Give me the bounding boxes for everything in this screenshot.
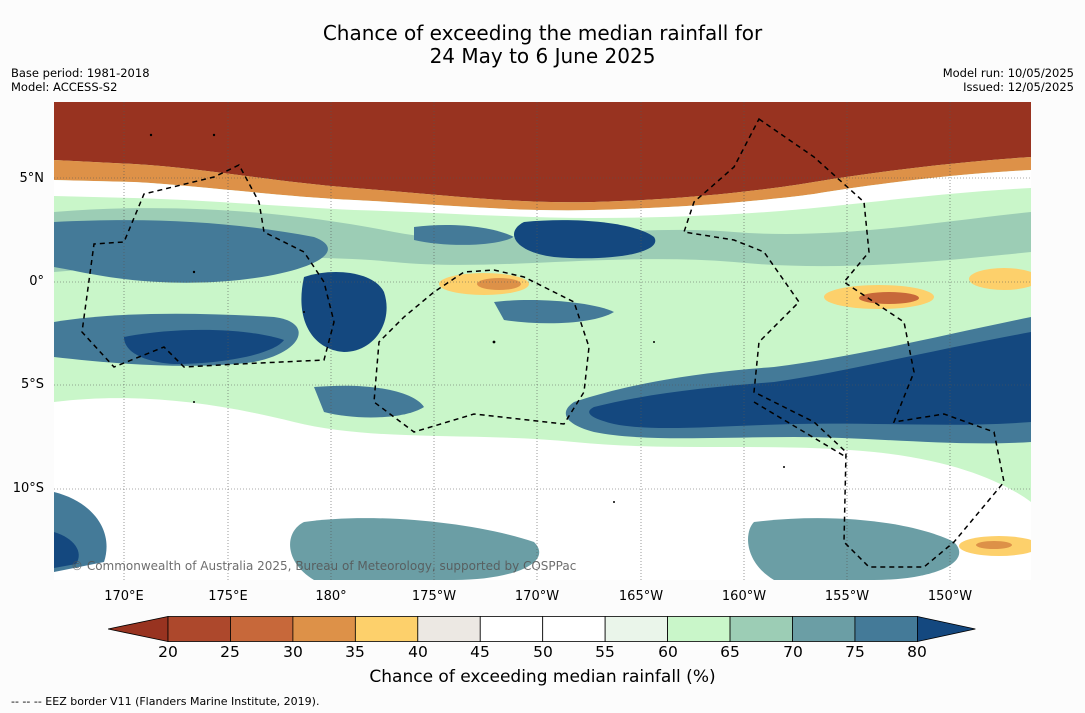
colorbar-tick: 75	[845, 643, 865, 661]
lon-label-175e: 175°E	[208, 589, 248, 604]
issued-date: Issued: 12/05/2025	[963, 80, 1074, 94]
lon-label-170e: 170°E	[104, 589, 144, 604]
lon-label-160w: 160°W	[721, 589, 767, 604]
colorbar-tick: 65	[720, 643, 740, 661]
colorbar-segment	[230, 616, 294, 642]
lat-label-0: 0°	[29, 274, 44, 289]
model-name: Model: ACCESS-S2	[11, 80, 118, 94]
colorbar-segment	[292, 616, 356, 642]
colorbar-segment	[542, 616, 606, 642]
colorbar-tick: 60	[658, 643, 678, 661]
colorbar-extend-low	[108, 616, 169, 642]
colorbar-segment	[167, 616, 231, 642]
lon-label-180: 180°	[315, 589, 347, 604]
copyright-notice: © Commonwealth of Australia 2025, Bureau…	[71, 559, 577, 573]
colorbar-tick: 25	[220, 643, 240, 661]
colorbar-tick: 80	[907, 643, 927, 661]
colorbar-segment	[479, 616, 544, 642]
colorbar-label: Chance of exceeding median rainfall (%)	[369, 667, 716, 687]
lon-label-175w: 175°W	[411, 589, 457, 604]
colorbar-segment	[667, 616, 731, 642]
colorbar-segment	[792, 616, 856, 642]
colorbar-tick: 70	[783, 643, 803, 661]
colorbar-segment	[604, 616, 668, 642]
meta-right: Model run: 10/05/2025 Issued: 12/05/2025	[943, 66, 1074, 94]
lat-label-5n: 5°N	[19, 171, 45, 186]
colorbar-tick: 35	[345, 643, 365, 661]
eez-footnote: -- -- -- EEZ border V11 (Flanders Marine…	[11, 695, 320, 708]
colorbar	[108, 616, 976, 642]
lat-label-5s: 5°S	[20, 377, 44, 392]
colorbar-segment	[729, 616, 793, 642]
lon-label-155w: 155°W	[824, 589, 870, 604]
colorbar-tick: 40	[408, 643, 428, 661]
rainfall-map	[54, 102, 1031, 580]
lon-label-170w: 170°W	[514, 589, 560, 604]
meta-left: Base period: 1981-2018 Model: ACCESS-S2	[11, 66, 150, 94]
lon-label-165w: 165°W	[618, 589, 664, 604]
lat-label-10s: 10°S	[12, 481, 44, 496]
colorbar-tick: 20	[158, 643, 178, 661]
colorbar-tick: 45	[470, 643, 490, 661]
map-canvas	[54, 102, 1031, 580]
colorbar-tick: 50	[533, 643, 553, 661]
base-period: Base period: 1981-2018	[11, 66, 150, 80]
colorbar-tick: 55	[595, 643, 615, 661]
colorbar-extend-high	[917, 616, 976, 642]
model-run: Model run: 10/05/2025	[942, 66, 1074, 80]
lon-label-150w: 150°W	[927, 589, 973, 604]
colorbar-tick: 30	[283, 643, 303, 661]
colorbar-segment	[354, 616, 419, 642]
colorbar-segment	[417, 616, 481, 642]
title-line-1: Chance of exceeding the median rainfall …	[322, 21, 763, 45]
title-line-2: 24 May to 6 June 2025	[429, 44, 656, 68]
colorbar-segment	[854, 616, 918, 642]
map-title: Chance of exceeding the median rainfall …	[0, 22, 1085, 68]
